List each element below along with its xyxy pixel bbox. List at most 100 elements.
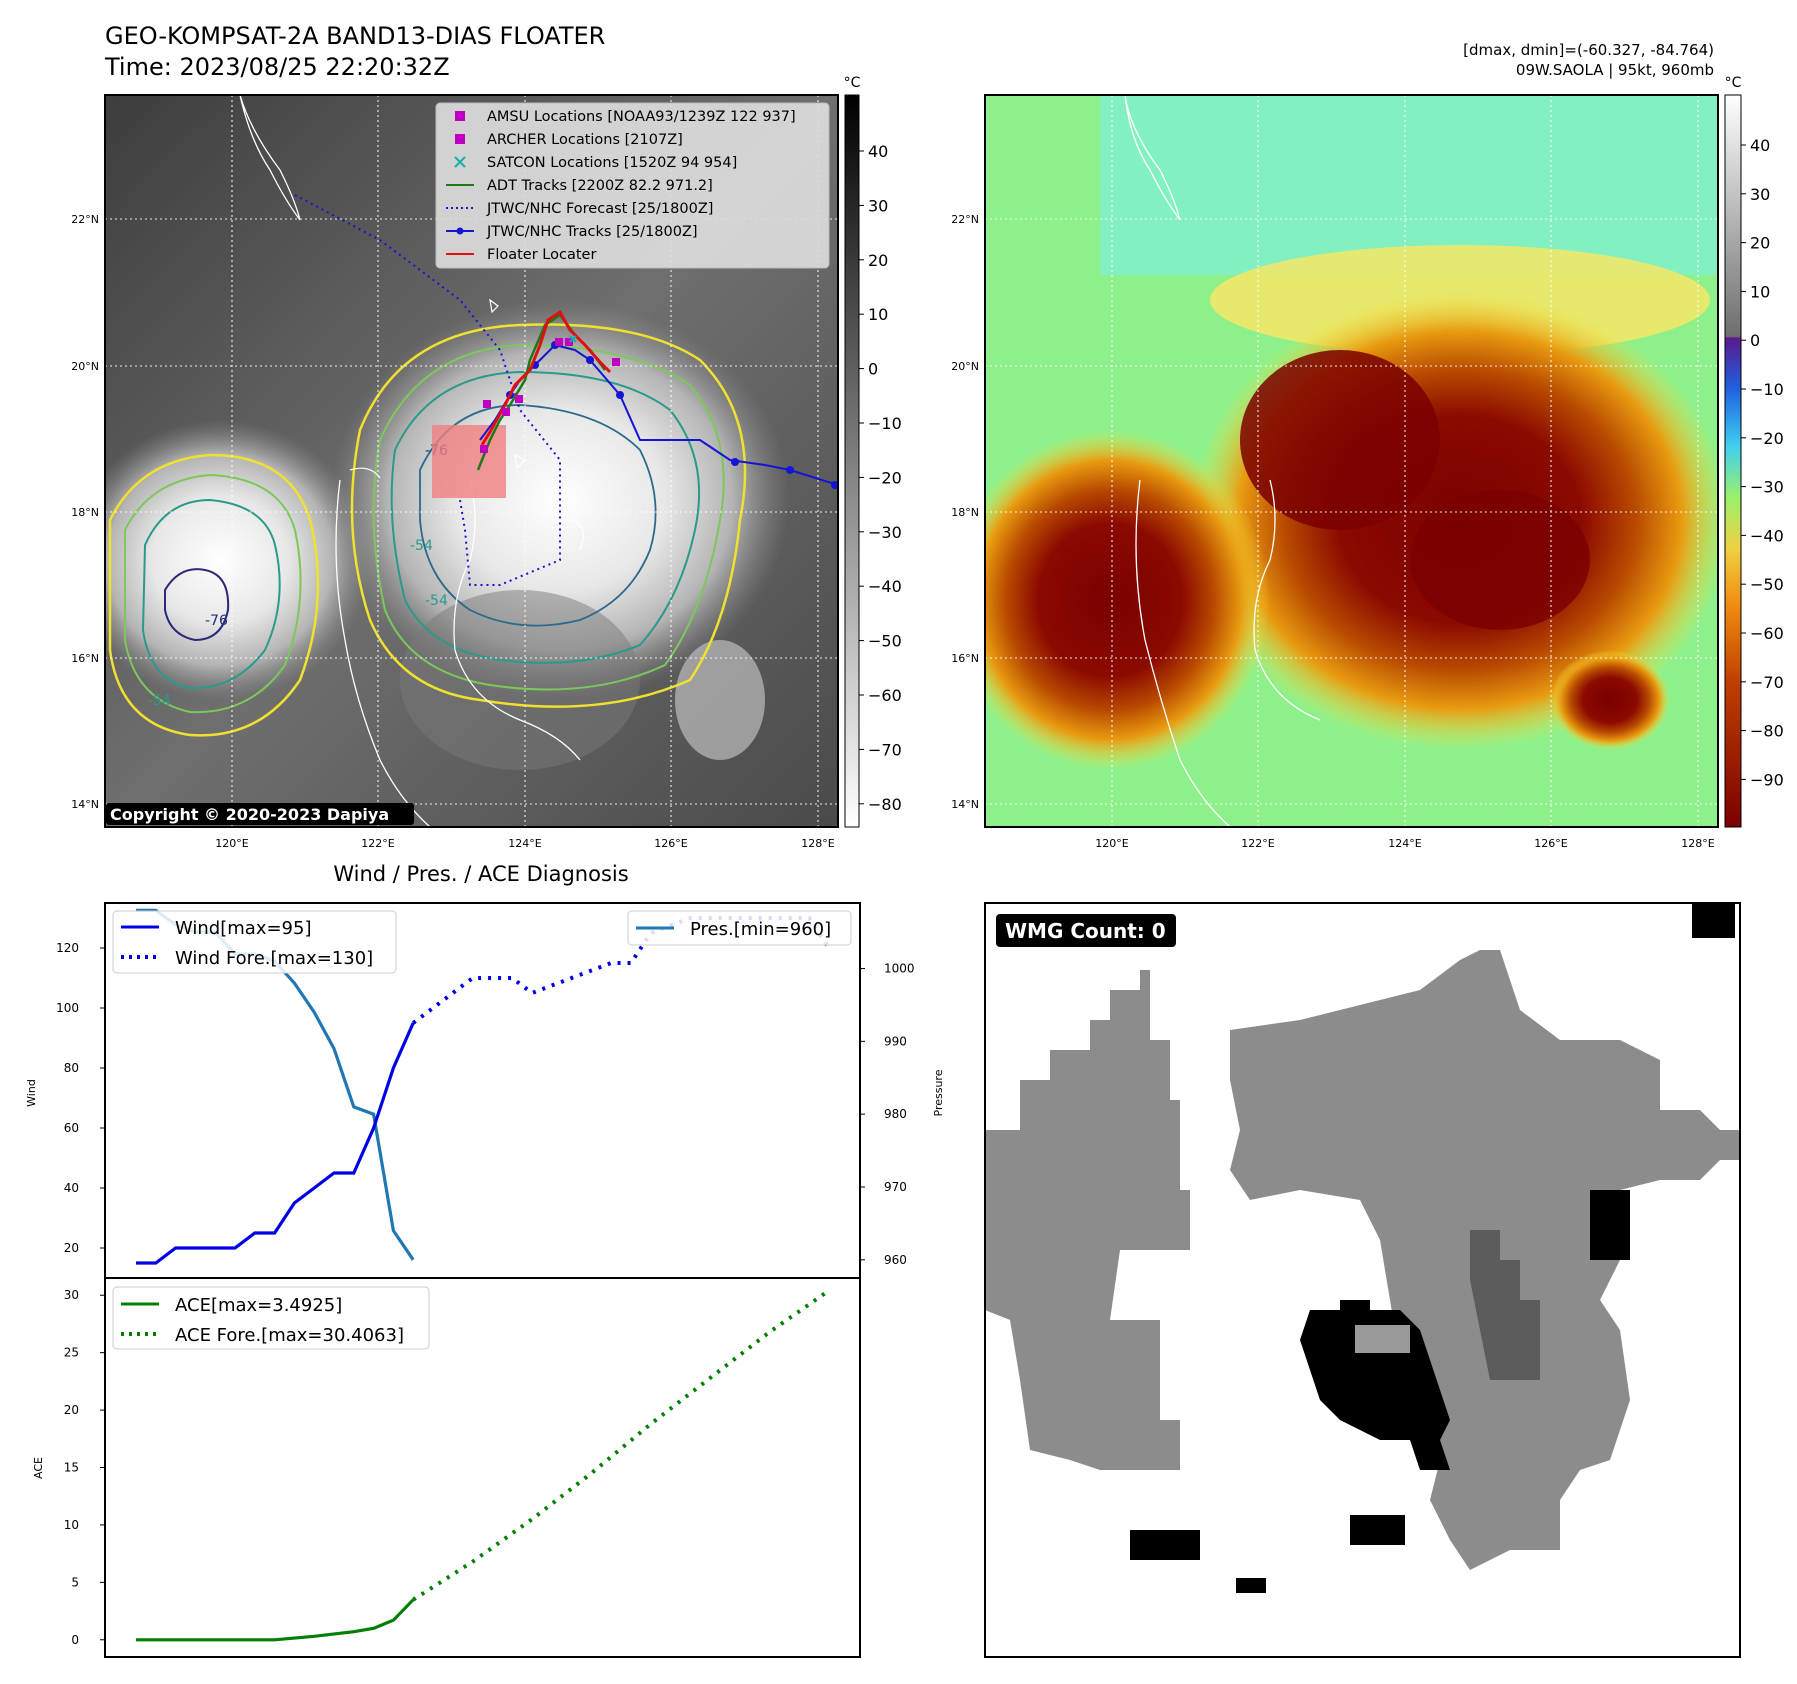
- left-colorbar-label-1: 30: [868, 196, 888, 215]
- ace-legend-label: ACE[max=3.4925]: [175, 1295, 342, 1316]
- ir-lon-label-2: 124°E: [508, 837, 541, 850]
- enh-lat-label-4: 14°N: [951, 798, 979, 811]
- pres-tick-label-4: 1000: [884, 962, 915, 976]
- ir-lon-label-4: 128°E: [801, 837, 834, 850]
- ace-tick-label-1: 5: [71, 1575, 79, 1589]
- ir-lat-label-2: 18°N: [71, 506, 99, 519]
- jtwc-forecast-track: [294, 194, 561, 586]
- wmg-panel: WMG Count: 0: [984, 902, 1741, 1658]
- ir-map-frame: [104, 94, 839, 828]
- enhanced-map-sky: [1100, 95, 1718, 275]
- map-legend-label-4: JTWC/NHC Forecast [25/1800Z]: [486, 201, 713, 217]
- ace-tick-label-2: 10: [64, 1518, 79, 1532]
- contour-teal-west: [141, 498, 281, 690]
- left-colorbar-unit: °C: [844, 75, 861, 91]
- ir-lon-label-0: 120°E: [215, 837, 248, 850]
- right-colorbar-label-10: −60: [1750, 624, 1784, 643]
- ace-tick-label-0: 0: [71, 1633, 79, 1647]
- right-colorbar-label-7: −30: [1750, 478, 1784, 497]
- wmg-count-label: WMG Count: 0: [1005, 919, 1166, 943]
- ace-tick-label-3: 15: [64, 1461, 79, 1475]
- contour-yellow-west: [108, 453, 320, 737]
- pres-tick-label-3: 990: [884, 1034, 907, 1048]
- ir-cloud-south: [400, 590, 640, 770]
- ace-line: [136, 1598, 415, 1642]
- map-legend-label-1: ARCHER Locations [2107Z]: [487, 132, 683, 148]
- right-colorbar-label-2: 20: [1750, 234, 1770, 253]
- figure-time: Time: 2023/08/25 22:20:32Z: [104, 53, 450, 81]
- contour-label-1: -54: [410, 538, 433, 554]
- copyright-box: [106, 803, 414, 825]
- enh-lat-label-3: 16°N: [951, 652, 979, 665]
- enh-lat-label-0: 22°N: [951, 213, 979, 226]
- pressure-legend-box: [627, 910, 852, 946]
- ace-forecast-legend-label: ACE Fore.[max=30.4063]: [175, 1325, 404, 1346]
- figure-title: GEO-KOMPSAT-2A BAND13-DIAS FLOATER: [105, 22, 605, 50]
- wind-tick-label-0: 20: [64, 1241, 79, 1255]
- left-colorbar-label-4: 0: [868, 360, 878, 379]
- wmg-gray-eye: [1355, 1325, 1410, 1353]
- ace-tick-label-4: 20: [64, 1403, 79, 1417]
- enhanced-map-grid: [985, 95, 1718, 827]
- wind-tick-label-4: 100: [56, 1001, 79, 1015]
- left-colorbar-label-11: −70: [868, 740, 902, 759]
- ir-lat-label-1: 20°N: [71, 360, 99, 373]
- ace-tick-label-6: 30: [64, 1288, 79, 1302]
- map-legend: AMSU Locations [NOAA93/1239Z 122 937] ARC…: [435, 102, 830, 269]
- map-legend-label-3: ADT Tracks [2200Z 82.2 971.2]: [487, 178, 713, 194]
- wind-legend-label: Wind[max=95]: [175, 918, 312, 939]
- map-legend-marker-5-dot: [456, 227, 464, 235]
- right-colorbar-label-3: 10: [1750, 282, 1770, 301]
- left-colorbar: [844, 94, 860, 828]
- enhanced-map-panel: [985, 95, 1718, 827]
- ir-lat-label-4: 14°N: [71, 798, 99, 811]
- wind-forecast-legend-label: Wind Fore.[max=130]: [175, 948, 373, 969]
- map-legend-marker-1: [455, 134, 465, 144]
- map-legend-marker-2: [454, 156, 466, 168]
- left-colorbar-label-0: 40: [868, 142, 888, 161]
- right-colorbar-label-6: −20: [1750, 429, 1784, 448]
- wmg-frame: [984, 902, 1741, 1658]
- right-colorbar-label-11: −70: [1750, 673, 1784, 692]
- wmg-black-spot-small: [1236, 1578, 1266, 1593]
- map-legend-marker-0: [455, 111, 465, 121]
- wmg-label-box: [996, 914, 1176, 947]
- right-colorbar-label-12: −80: [1750, 722, 1784, 741]
- right-colorbar-label-0: 40: [1750, 136, 1770, 155]
- wind-tick-label-3: 80: [64, 1061, 79, 1075]
- right-colorbar-unit: °C: [1725, 75, 1742, 91]
- left-colorbar-label-5: −10: [868, 414, 902, 433]
- map-legend-label-2: SATCON Locations [1520Z 94 954]: [487, 155, 737, 171]
- left-colorbar-label-10: −60: [868, 686, 902, 705]
- pres-tick-label-2: 980: [884, 1107, 907, 1121]
- pres-tick-label-1: 970: [884, 1180, 907, 1194]
- wind-legend-box: [112, 910, 397, 974]
- left-colorbar-label-12: −80: [868, 795, 902, 814]
- ace-axis-label: ACE: [32, 1457, 45, 1479]
- left-colorbar-label-9: −50: [868, 632, 902, 651]
- enh-lon-label-0: 120°E: [1095, 837, 1128, 850]
- contour-green-west: [124, 473, 302, 714]
- ir-lat-label-3: 16°N: [71, 652, 99, 665]
- map-legend-label-0: AMSU Locations [NOAA93/1239Z 122 937]: [487, 109, 796, 125]
- left-colorbar-label-7: −30: [868, 523, 902, 542]
- ir-lon-label-1: 122°E: [361, 837, 394, 850]
- enh-lon-label-3: 126°E: [1534, 837, 1567, 850]
- right-colorbar-label-8: −40: [1750, 526, 1784, 545]
- left-colorbar-label-6: −20: [868, 468, 902, 487]
- wmg-dark-region: [1470, 1230, 1540, 1380]
- dmax-dmin-label: [dmax, dmin]=(-60.327, -84.764): [1463, 41, 1714, 59]
- ir-cloud-west: [105, 420, 370, 700]
- wind-axis-label: Wind: [25, 1079, 38, 1107]
- copyright-text: Copyright © 2020-2023 Dapiya: [110, 805, 389, 824]
- ir-lon-label-3: 126°E: [654, 837, 687, 850]
- ace-forecast-line: [412, 1288, 831, 1602]
- coastline-taiwan: [239, 95, 301, 221]
- right-colorbar-label-9: −50: [1750, 575, 1784, 594]
- contour-label-3: -54: [148, 693, 171, 709]
- wind-legend: Wind[max=95] Wind Fore.[max=130]: [112, 910, 397, 974]
- contour-label-4: -76: [205, 613, 228, 629]
- right-colorbar-label-1: 30: [1750, 185, 1770, 204]
- enhanced-core-se: [1550, 650, 1670, 750]
- contour-dark-central: [419, 404, 657, 627]
